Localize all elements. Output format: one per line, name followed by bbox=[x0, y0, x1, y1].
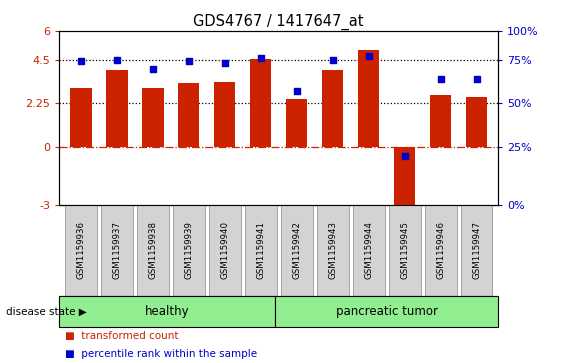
Text: GSM1159946: GSM1159946 bbox=[436, 221, 445, 280]
Point bbox=[112, 57, 121, 63]
Text: ■  transformed count: ■ transformed count bbox=[65, 331, 178, 341]
Point bbox=[436, 76, 445, 82]
Text: ■  percentile rank within the sample: ■ percentile rank within the sample bbox=[65, 349, 257, 359]
Text: GSM1159945: GSM1159945 bbox=[400, 221, 409, 280]
Bar bbox=[178, 83, 199, 147]
Point bbox=[76, 58, 85, 64]
Title: GDS4767 / 1417647_at: GDS4767 / 1417647_at bbox=[194, 13, 364, 29]
Bar bbox=[173, 205, 204, 296]
Point bbox=[184, 58, 193, 64]
Bar bbox=[245, 205, 276, 296]
Bar bbox=[425, 205, 457, 296]
Text: healthy: healthy bbox=[145, 305, 189, 318]
Bar bbox=[317, 205, 348, 296]
Text: GSM1159942: GSM1159942 bbox=[292, 221, 301, 280]
Bar bbox=[214, 82, 235, 147]
Text: GSM1159943: GSM1159943 bbox=[328, 221, 337, 280]
Bar bbox=[353, 205, 385, 296]
Text: GSM1159938: GSM1159938 bbox=[148, 221, 157, 280]
Bar bbox=[281, 205, 312, 296]
Point bbox=[148, 66, 157, 72]
Point bbox=[472, 76, 481, 82]
Bar bbox=[461, 205, 493, 296]
Point bbox=[328, 57, 337, 63]
Bar bbox=[389, 205, 421, 296]
Point bbox=[256, 55, 265, 61]
Bar bbox=[106, 70, 127, 147]
Bar bbox=[358, 50, 379, 147]
Bar bbox=[430, 95, 452, 147]
Bar bbox=[466, 97, 488, 147]
Bar bbox=[65, 205, 96, 296]
Text: GSM1159939: GSM1159939 bbox=[184, 221, 193, 280]
Bar bbox=[142, 88, 163, 147]
Point bbox=[292, 88, 301, 94]
Text: disease state ▶: disease state ▶ bbox=[6, 306, 86, 316]
Text: GSM1159947: GSM1159947 bbox=[472, 221, 481, 280]
Text: GSM1159936: GSM1159936 bbox=[76, 221, 85, 280]
Bar bbox=[250, 59, 271, 147]
Point bbox=[364, 53, 373, 59]
Bar bbox=[101, 205, 132, 296]
Text: GSM1159944: GSM1159944 bbox=[364, 221, 373, 280]
Bar bbox=[394, 147, 415, 207]
Text: GSM1159941: GSM1159941 bbox=[256, 221, 265, 280]
Point bbox=[400, 153, 409, 159]
Text: pancreatic tumor: pancreatic tumor bbox=[336, 305, 437, 318]
Bar bbox=[322, 70, 343, 147]
Bar bbox=[275, 296, 498, 327]
Bar bbox=[70, 88, 92, 147]
Text: GSM1159937: GSM1159937 bbox=[112, 221, 121, 280]
Point bbox=[220, 60, 229, 66]
Bar bbox=[209, 205, 240, 296]
Bar bbox=[59, 296, 275, 327]
Bar bbox=[137, 205, 168, 296]
Text: GSM1159940: GSM1159940 bbox=[220, 221, 229, 280]
Bar bbox=[286, 99, 307, 147]
